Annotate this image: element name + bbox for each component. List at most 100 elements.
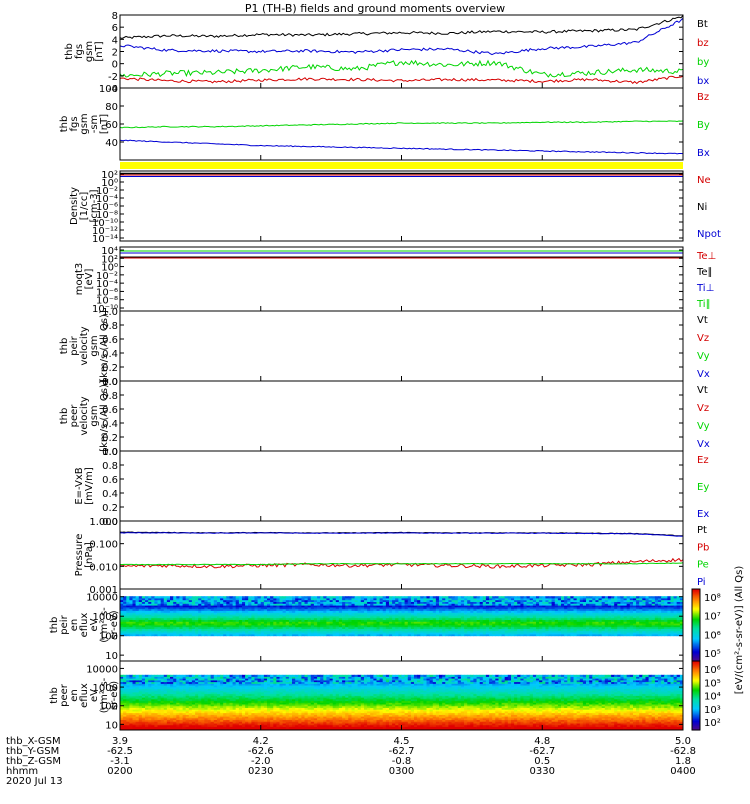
heatmap-cell xyxy=(414,596,418,598)
heatmap-cell xyxy=(649,596,653,598)
y-axis-label-line: [km/s (All Qs)] xyxy=(99,380,110,452)
legend-label-Ne: Ne xyxy=(697,175,711,186)
y-tick-label: 0 xyxy=(112,60,118,71)
heatmap-cell xyxy=(355,596,359,598)
series-line-bz xyxy=(120,76,683,83)
heatmap-cell xyxy=(461,596,465,598)
heatmap-cell xyxy=(280,596,284,598)
heatmap-cell xyxy=(142,596,146,598)
heatmap-cell xyxy=(483,596,487,598)
heatmap-cell xyxy=(314,596,318,598)
heatmap-cell xyxy=(499,596,503,598)
heatmap-cell xyxy=(336,596,340,598)
legend-label-Vz: Vz xyxy=(697,333,709,344)
heatmap-cell xyxy=(398,596,402,598)
heatmap-cell xyxy=(552,596,556,598)
heatmap-cell xyxy=(129,596,133,598)
heatmap-cell xyxy=(342,596,346,598)
y-tick-label: 0.8 xyxy=(102,461,118,472)
panel-frame xyxy=(120,451,683,521)
heatmap-cell xyxy=(189,596,193,598)
heatmap-cell xyxy=(217,596,221,598)
heatmap-cell xyxy=(176,675,180,677)
y-tick-label: 40 xyxy=(105,138,118,149)
y-tick-label: 1.000 xyxy=(89,517,118,528)
y-axis-label-line: [mV/m] xyxy=(84,467,95,505)
heatmap-cell xyxy=(154,675,158,677)
heatmap-cell xyxy=(242,596,246,598)
heatmap-cell xyxy=(226,596,230,598)
heatmap-cell xyxy=(614,596,618,598)
y-tick-label: 4 xyxy=(112,35,118,46)
legend-label-Ex: Ex xyxy=(697,509,709,520)
heatmap-cell xyxy=(179,596,183,598)
heatmap-cell xyxy=(289,596,293,598)
legend-label-Te⊥: Te⊥ xyxy=(696,251,716,262)
heatmap-cell xyxy=(148,596,152,598)
heatmap-cell xyxy=(273,596,277,598)
heatmap-cell xyxy=(364,596,368,598)
y-tick-label: 10 xyxy=(105,651,118,662)
panel-density: 10²10⁰10⁻²10⁻⁴10⁻⁶10⁻⁸10⁻¹⁰10⁻¹²10⁻¹⁴Den… xyxy=(69,170,721,245)
heatmap-cell xyxy=(283,596,287,598)
heatmap-cell xyxy=(308,596,312,598)
heatmap-cell xyxy=(151,675,155,677)
heatmap-cell xyxy=(186,675,190,677)
heatmap-cell xyxy=(198,596,202,598)
heatmap-cell xyxy=(661,596,665,598)
heatmap-cell xyxy=(617,596,621,598)
heatmap-cell xyxy=(142,675,146,677)
series-line-Pi xyxy=(120,533,683,537)
heatmap-cell xyxy=(430,596,434,598)
legend-label-Bx: Bx xyxy=(697,148,710,159)
heatmap-cell xyxy=(173,596,177,598)
legend-label-Vz: Vz xyxy=(697,403,709,414)
heatmap-cell xyxy=(480,596,484,598)
heatmap-cell xyxy=(580,596,584,598)
y-tick-label: 0.4 xyxy=(102,489,118,500)
legend-label-Pe: Pe xyxy=(697,560,709,571)
heatmap-cell xyxy=(311,596,315,598)
heatmap-cell xyxy=(164,596,168,598)
heatmap-cell xyxy=(233,596,237,598)
heatmap-cell xyxy=(467,596,471,598)
heatmap-cell xyxy=(154,596,158,598)
y-tick-label: -2 xyxy=(108,72,118,83)
legend-label-Te∥: Te∥ xyxy=(696,267,713,278)
heatmap-cell xyxy=(183,596,187,598)
heatmap-cell xyxy=(505,596,509,598)
heatmap-cell xyxy=(570,596,574,598)
heatmap-cell xyxy=(433,596,437,598)
heatmap-cell xyxy=(267,596,271,598)
heatmap-cell xyxy=(630,596,634,598)
heatmap-cell xyxy=(258,596,262,598)
heatmap-cell xyxy=(330,596,334,598)
heatmap-cell xyxy=(158,675,162,677)
heatmap-cell xyxy=(367,596,371,598)
heatmap-cell xyxy=(436,596,440,598)
heatmap-cell xyxy=(161,596,165,598)
heatmap-cell xyxy=(167,596,171,598)
heatmap-cell xyxy=(524,596,528,598)
heatmap-cell xyxy=(377,596,381,598)
heatmap-cell xyxy=(173,675,177,677)
heatmap-cell xyxy=(345,596,349,598)
heatmap-cell xyxy=(448,596,452,598)
panel-frame xyxy=(120,381,683,451)
heatmap-cell xyxy=(533,596,537,598)
heatmap-cell xyxy=(577,596,581,598)
heatmap-cell xyxy=(176,596,180,598)
heatmap-cell xyxy=(633,596,637,598)
heatmap-cell xyxy=(192,596,196,598)
y-tick-label: 0.6 xyxy=(102,475,118,486)
heatmap-cell xyxy=(295,596,299,598)
legend-label-Vx: Vx xyxy=(697,439,710,450)
heatmap-cell xyxy=(214,596,218,598)
